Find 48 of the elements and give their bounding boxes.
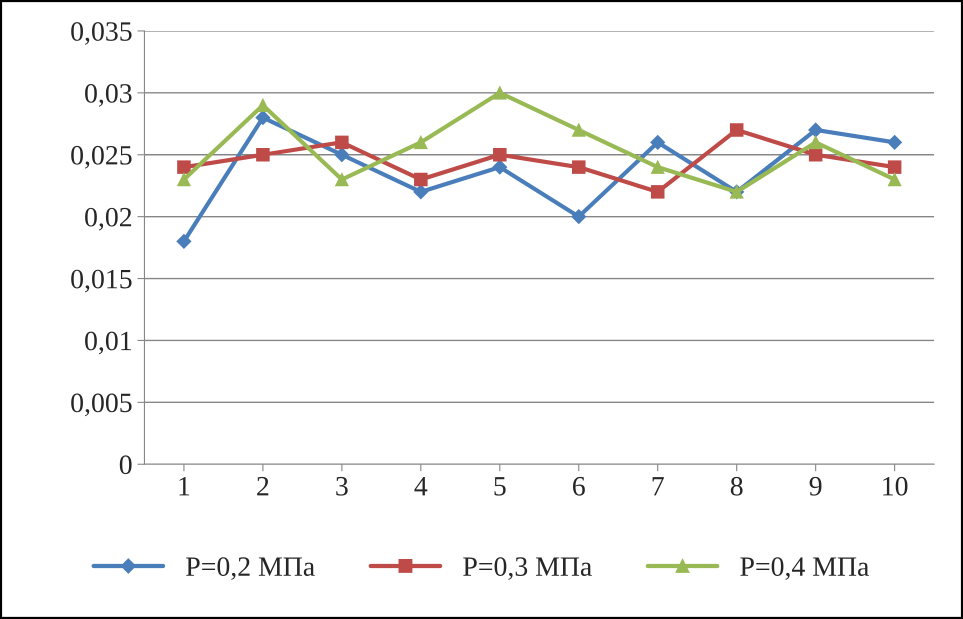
point bbox=[650, 160, 664, 174]
point bbox=[492, 160, 508, 175]
x-tick-label: 1 bbox=[179, 476, 190, 496]
y-tick-label: 0,02 bbox=[85, 208, 132, 231]
legend-label: P=0,3 МПа bbox=[463, 557, 592, 580]
point bbox=[888, 172, 902, 186]
y-tick-label: 0,005 bbox=[71, 394, 132, 416]
point bbox=[808, 148, 822, 162]
point bbox=[650, 134, 666, 150]
point bbox=[572, 123, 586, 137]
point bbox=[334, 147, 350, 162]
point bbox=[808, 122, 824, 138]
x-tick-label: 7 bbox=[652, 477, 664, 496]
x-tick-label: 6 bbox=[573, 476, 585, 496]
point bbox=[571, 209, 586, 224]
x-tick-label: 9 bbox=[810, 476, 822, 496]
y-tick-label: 0,01 bbox=[85, 332, 131, 354]
y-tick-label: 0,03 bbox=[85, 84, 132, 107]
point bbox=[414, 136, 428, 150]
point bbox=[730, 123, 744, 137]
point bbox=[335, 172, 349, 186]
y-tick-label: 0,015 bbox=[71, 270, 132, 292]
point bbox=[887, 134, 902, 150]
y-tick-label: 0,025 bbox=[71, 146, 132, 169]
point bbox=[493, 86, 507, 100]
point bbox=[414, 172, 428, 186]
x-tick-label: 10 bbox=[883, 476, 908, 496]
point bbox=[177, 160, 191, 174]
x-tick-label: 5 bbox=[494, 477, 506, 496]
legend-label: P=0,2 МПа bbox=[186, 557, 315, 580]
point bbox=[888, 160, 902, 174]
point bbox=[572, 160, 586, 174]
point bbox=[808, 136, 822, 150]
y-tick-label: 0 bbox=[120, 455, 132, 474]
point bbox=[256, 148, 270, 162]
point bbox=[177, 172, 191, 186]
legend-label: P=0,4 МПа bbox=[740, 557, 869, 580]
point bbox=[176, 234, 192, 249]
y-tick-label: 0,035 bbox=[71, 22, 132, 45]
point bbox=[493, 148, 507, 162]
x-tick-label: 3 bbox=[336, 476, 348, 496]
x-tick-label: 4 bbox=[414, 477, 428, 496]
point bbox=[335, 136, 349, 150]
point bbox=[256, 110, 270, 126]
x-tick-label: 8 bbox=[730, 476, 743, 496]
x-tick-label: 2 bbox=[257, 476, 268, 496]
point bbox=[413, 184, 428, 200]
point bbox=[650, 185, 664, 199]
